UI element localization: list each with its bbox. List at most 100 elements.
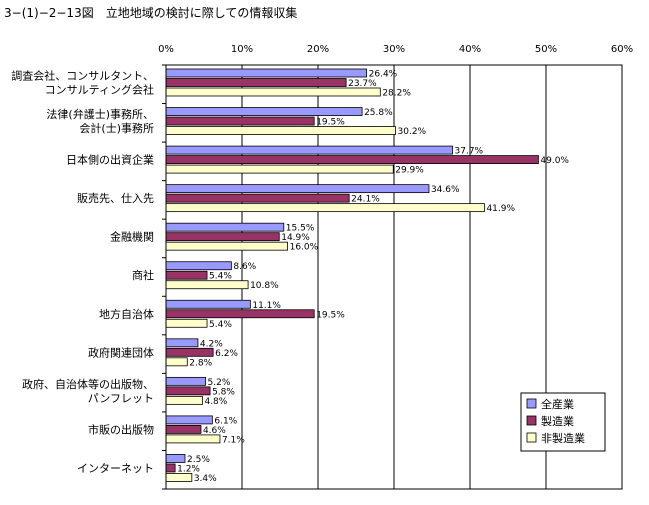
bar bbox=[165, 68, 368, 78]
legend-entry: 製造業 bbox=[541, 414, 574, 428]
data-label: 23.7% bbox=[348, 79, 377, 89]
bar bbox=[165, 386, 211, 396]
bar bbox=[165, 193, 350, 203]
category-labels: 調査会社、コンサルタント、コンサルティング会社法律(弁護士)事務所、会計(士)事… bbox=[11, 69, 154, 475]
bar bbox=[165, 126, 396, 135]
x-tick-labels: 0% 10% 20% 30% 40% 50% 60% bbox=[158, 44, 633, 55]
bar bbox=[165, 107, 363, 116]
data-label: 19.5% bbox=[316, 118, 345, 128]
x-tick-label: 10% bbox=[231, 44, 253, 55]
data-label: 5.4% bbox=[209, 272, 232, 282]
data-label: 4.8% bbox=[204, 397, 227, 407]
x-tick-label: 50% bbox=[535, 44, 557, 55]
data-label: 37.7% bbox=[455, 147, 484, 157]
category-label: 会計(士)事務所 bbox=[79, 121, 154, 135]
legend-swatch bbox=[526, 432, 537, 443]
category-label: 日本側の出資企業 bbox=[66, 153, 154, 167]
bar bbox=[165, 87, 381, 97]
data-label: 5.4% bbox=[209, 320, 232, 330]
data-label: 26.4% bbox=[369, 70, 398, 80]
bar bbox=[165, 280, 249, 290]
data-label: 7.1% bbox=[222, 435, 245, 445]
bar bbox=[165, 270, 208, 280]
bar bbox=[165, 473, 193, 482]
data-label: 16.0% bbox=[290, 243, 319, 253]
bar bbox=[165, 309, 315, 319]
data-label: 19.5% bbox=[316, 310, 345, 320]
bar bbox=[165, 463, 176, 473]
data-label: 6.2% bbox=[215, 349, 238, 359]
data-label: 41.9% bbox=[486, 204, 515, 214]
chart-title: 3−(1)−2−13図 立地地域の検討に際しての情報収集 bbox=[4, 6, 298, 20]
category-label: 金融機関 bbox=[110, 230, 154, 244]
data-label: 28.2% bbox=[382, 89, 411, 99]
data-label: 3.4% bbox=[194, 474, 217, 484]
data-label: 4.6% bbox=[203, 426, 226, 436]
data-label: 1.2% bbox=[177, 464, 200, 474]
bar bbox=[165, 434, 221, 444]
data-label: 25.8% bbox=[364, 108, 393, 118]
bar bbox=[165, 241, 288, 251]
data-label: 11.1% bbox=[252, 301, 281, 311]
bar bbox=[165, 78, 347, 87]
bar bbox=[165, 222, 285, 232]
bar bbox=[165, 357, 188, 367]
x-tick-label: 30% bbox=[383, 44, 405, 55]
bar bbox=[165, 347, 214, 357]
data-label: 4.2% bbox=[200, 339, 223, 349]
category-label: 法律(弁護士)事務所、 bbox=[46, 107, 154, 121]
data-label: 5.2% bbox=[208, 378, 231, 388]
bars bbox=[165, 68, 539, 482]
bar bbox=[165, 425, 202, 434]
plot-frame bbox=[165, 64, 623, 490]
bar bbox=[165, 454, 186, 463]
data-label: 29.9% bbox=[395, 166, 424, 176]
bar bbox=[165, 376, 206, 386]
data-label: 2.8% bbox=[189, 358, 212, 368]
data-label: 24.1% bbox=[351, 195, 380, 205]
category-label: コンサルティング会社 bbox=[45, 83, 154, 97]
category-label: インターネット bbox=[77, 462, 154, 475]
bar bbox=[165, 318, 208, 328]
axes bbox=[162, 64, 623, 490]
bar bbox=[165, 338, 199, 348]
legend-swatch bbox=[526, 415, 537, 426]
bar bbox=[165, 261, 232, 271]
bar bbox=[165, 395, 203, 405]
bar bbox=[165, 415, 213, 425]
category-label: 販売先、仕入先 bbox=[77, 192, 154, 205]
category-label: 政府、自治体等の出版物、 bbox=[22, 377, 154, 391]
category-label: 商社 bbox=[132, 268, 154, 282]
data-label: 2.5% bbox=[187, 455, 210, 465]
category-label: 市販の出版物 bbox=[88, 422, 154, 436]
bar bbox=[165, 145, 453, 155]
x-tick-label: 40% bbox=[459, 44, 481, 55]
category-label: 地方自治体 bbox=[99, 307, 154, 321]
legend-swatch bbox=[526, 398, 537, 409]
bar bbox=[165, 299, 251, 309]
category-label: パンフレット bbox=[88, 392, 154, 405]
data-label: 6.1% bbox=[214, 416, 237, 426]
bar bbox=[165, 164, 394, 174]
x-tick-label: 0% bbox=[158, 44, 174, 55]
bar bbox=[165, 184, 430, 194]
data-label: 8.6% bbox=[233, 262, 256, 272]
legend-entry: 全産業 bbox=[541, 397, 574, 411]
data-label: 15.5% bbox=[286, 224, 315, 234]
x-tick-label: 60% bbox=[611, 44, 633, 55]
data-label: 49.0% bbox=[540, 156, 569, 166]
bar bbox=[165, 232, 280, 242]
legend-entry: 非製造業 bbox=[541, 431, 585, 445]
bar bbox=[165, 155, 539, 164]
data-label: 5.8% bbox=[212, 387, 235, 397]
data-label: 30.2% bbox=[398, 127, 427, 137]
data-label: 34.6% bbox=[431, 185, 460, 195]
bar bbox=[165, 203, 485, 213]
data-label: 10.8% bbox=[250, 281, 279, 291]
category-label: 調査会社、コンサルタント、 bbox=[11, 69, 154, 83]
bar bbox=[165, 116, 315, 126]
data-labels: 26.4% 25.8% 37.7% 34.6% 15.5% 8.6% 11.1% 4.2% 5.… bbox=[177, 70, 569, 484]
category-label: 政府関連団体 bbox=[88, 345, 154, 359]
